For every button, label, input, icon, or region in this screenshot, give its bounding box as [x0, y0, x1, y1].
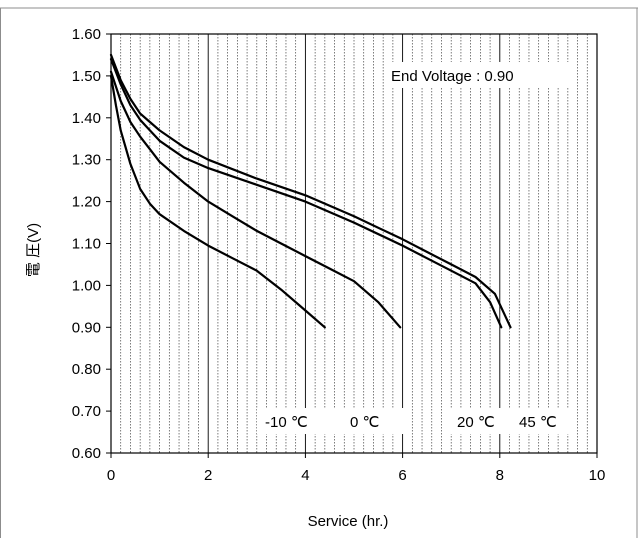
y-tick-label: 1.20 — [72, 194, 101, 211]
series-label-box-left — [257, 408, 405, 434]
y-tick-label: 0.80 — [72, 361, 101, 378]
tick-labels: 0.60 0.70 0.80 0.90 1.00 1.10 1.20 1.30 1.40 1.50… — [72, 26, 606, 484]
series-label-1: 0 ℃ — [350, 414, 379, 431]
y-tick-label: 1.50 — [72, 68, 101, 85]
y-axis-title: 電 圧(V) — [25, 223, 42, 277]
end-voltage-box — [384, 62, 572, 88]
y-tick-label: 1.40 — [72, 110, 101, 127]
y-tick-label: 1.60 — [72, 26, 101, 43]
series-label-box-right — [447, 408, 575, 434]
series-line-1 — [109, 70, 402, 329]
x-tick-label: 6 — [398, 467, 406, 484]
x-tick-label: 4 — [301, 467, 309, 484]
series-label-3: 45 ℃ — [519, 414, 557, 431]
x-tick-label: 10 — [589, 467, 606, 484]
grid-layer — [111, 34, 597, 453]
end-voltage-annotation: End Voltage : 0.90 — [391, 68, 514, 85]
series-label-2: 20 ℃ — [457, 414, 495, 431]
series-line-3 — [109, 53, 512, 329]
x-tick-label: 8 — [496, 467, 504, 484]
plot-background — [111, 34, 597, 453]
x-tick-label: 0 — [107, 467, 115, 484]
series-line-2 — [109, 58, 503, 329]
series-label-0: -10 ℃ — [265, 414, 308, 431]
y-tick-label: 0.60 — [72, 445, 101, 462]
y-tick-label: 1.00 — [72, 277, 101, 294]
y-tick-label: 1.10 — [72, 236, 101, 253]
y-tick-label: 0.90 — [72, 319, 101, 336]
series-labels: -10 ℃ 0 ℃ 20 ℃ 45 ℃ — [265, 414, 557, 431]
x-tick-label: 2 — [204, 467, 212, 484]
series-layer — [109, 53, 512, 329]
x-axis-title: Service (hr.) — [308, 513, 389, 530]
y-tick-label: 1.30 — [72, 152, 101, 169]
series-line-0 — [109, 74, 326, 329]
y-tick-label: 0.70 — [72, 403, 101, 420]
